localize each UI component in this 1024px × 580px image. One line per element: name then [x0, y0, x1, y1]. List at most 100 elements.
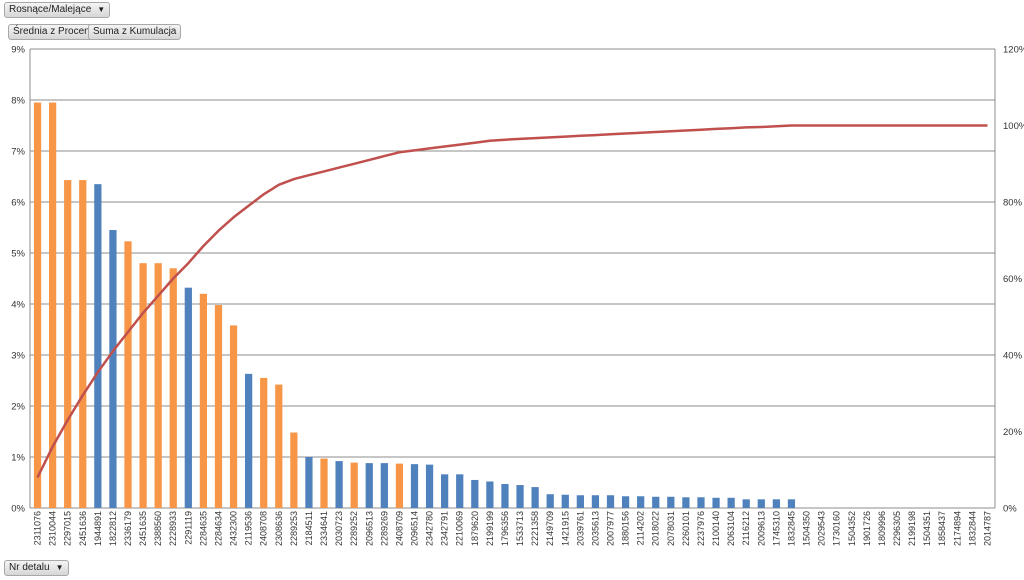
x-tick-label: 2297015 — [63, 511, 73, 546]
x-tick-label: 2311076 — [33, 511, 43, 545]
bar — [124, 241, 132, 508]
x-tick-label: 2199199 — [485, 511, 495, 546]
bar — [365, 463, 373, 508]
x-tick-label: 1944891 — [93, 511, 103, 546]
x-tick-label: 2408709 — [394, 511, 404, 546]
bar — [410, 464, 419, 508]
x-tick-label: 1832844 — [967, 511, 977, 546]
x-tick-label: 1504352 — [847, 511, 857, 546]
bar — [697, 497, 705, 508]
x-tick-label: 2296305 — [892, 511, 902, 546]
bar — [260, 377, 268, 508]
x-tick-label: 1533713 — [515, 511, 525, 546]
x-tick-label: 2114202 — [636, 511, 646, 545]
x-tick-label: 2388560 — [153, 511, 163, 546]
x-tick-label: 1504351 — [922, 511, 932, 546]
measure-average-percent-label: Średnia z Procent — [13, 26, 93, 37]
y-tick-label: 5% — [11, 249, 25, 260]
x-tick-label: 2039761 — [575, 511, 585, 546]
x-tick-label: 1730160 — [832, 511, 842, 546]
y-tick-label: 4% — [11, 300, 25, 311]
bar — [395, 463, 404, 508]
bar — [667, 496, 675, 508]
bar — [425, 464, 434, 508]
bar — [531, 487, 539, 508]
x-tick-label: 1880156 — [621, 511, 631, 546]
axis-field-label: Nr detalu — [9, 562, 50, 573]
bar — [154, 263, 162, 508]
x-tick-label: 2119536 — [244, 511, 254, 545]
y-tick-label: 8% — [11, 96, 25, 107]
x-tick-label: 2289252 — [349, 511, 359, 546]
bar — [48, 102, 57, 509]
measure-sum-cumulation-button[interactable]: Suma z Kumulacja — [88, 24, 182, 40]
x-tick-label: 2009613 — [756, 511, 766, 546]
y-tick-label: 2% — [11, 402, 25, 413]
x-tick-label: 2174894 — [952, 511, 962, 546]
sort-filter-button[interactable]: Rosnące/Malejące ▼ — [4, 2, 111, 18]
x-tick-label: 1832845 — [786, 511, 796, 546]
x-tick-label: 1796356 — [500, 511, 510, 546]
bar — [561, 494, 569, 508]
x-tick-label: 2408708 — [259, 511, 269, 546]
bar — [501, 484, 509, 508]
y2-tick-label: 120% — [1003, 45, 1024, 56]
x-tick-label: 2199198 — [907, 511, 917, 546]
bar — [787, 499, 796, 508]
bar — [320, 458, 328, 508]
bar — [757, 499, 765, 508]
y-tick-label: 6% — [11, 198, 25, 209]
bar — [516, 485, 524, 508]
filter-funnel-icon: ▼ — [55, 563, 64, 572]
y2-tick-label: 40% — [1003, 351, 1023, 362]
x-tick-label: 1858437 — [937, 511, 947, 546]
y-tick-label: 9% — [11, 45, 25, 56]
bar — [772, 499, 780, 508]
x-tick-label: 1822812 — [108, 511, 118, 546]
x-tick-label: 2336179 — [123, 511, 133, 546]
x-tick-label: 2014787 — [982, 511, 992, 546]
x-tick-label: 2342780 — [425, 511, 435, 546]
x-tick-label: 2116212 — [741, 511, 751, 545]
x-tick-label: 2100140 — [711, 511, 721, 546]
x-tick-label: 1879620 — [470, 511, 480, 546]
x-tick-label: 2291119 — [183, 511, 193, 545]
measure-average-percent-button[interactable]: Średnia z Procent — [8, 24, 98, 40]
y2-tick-label: 80% — [1003, 198, 1023, 209]
y2-tick-label: 0% — [1003, 504, 1017, 515]
x-tick-label: 2451635 — [138, 511, 148, 546]
bar — [742, 499, 750, 508]
x-tick-label: 2308636 — [274, 511, 284, 546]
bar — [94, 184, 102, 508]
bar — [214, 305, 223, 508]
x-tick-label: 2260101 — [681, 511, 691, 546]
bar — [33, 102, 42, 509]
x-tick-label: 2221358 — [530, 511, 540, 546]
bar — [652, 496, 660, 508]
x-tick-label: 1504350 — [802, 511, 812, 546]
axis-field-button[interactable]: Nr detalu ▼ — [4, 560, 69, 576]
bar — [471, 479, 479, 508]
bar — [245, 373, 253, 508]
x-tick-label: 2096513 — [364, 511, 374, 546]
bar — [621, 496, 630, 508]
bar — [682, 497, 690, 508]
x-tick-label: 2018022 — [651, 511, 661, 546]
y-tick-label: 3% — [11, 351, 25, 362]
bar — [199, 293, 208, 508]
x-tick-label: 2149709 — [545, 511, 555, 546]
x-tick-label: 2096514 — [409, 511, 419, 546]
x-tick-label: 2342791 — [440, 511, 450, 546]
bar — [139, 263, 147, 508]
dropdown-arrow-icon: ▼ — [97, 5, 106, 14]
bar — [229, 325, 238, 508]
x-tick-label: 2284635 — [198, 511, 208, 546]
bar — [441, 474, 449, 508]
x-tick-label: 2210069 — [455, 511, 465, 546]
x-tick-label: 2451636 — [78, 511, 88, 546]
bar — [290, 432, 298, 508]
x-tick-label: 2432300 — [229, 511, 239, 546]
x-tick-label: 2029543 — [817, 511, 827, 546]
y-tick-label: 7% — [11, 147, 25, 158]
x-tick-label: 2063104 — [726, 511, 736, 546]
